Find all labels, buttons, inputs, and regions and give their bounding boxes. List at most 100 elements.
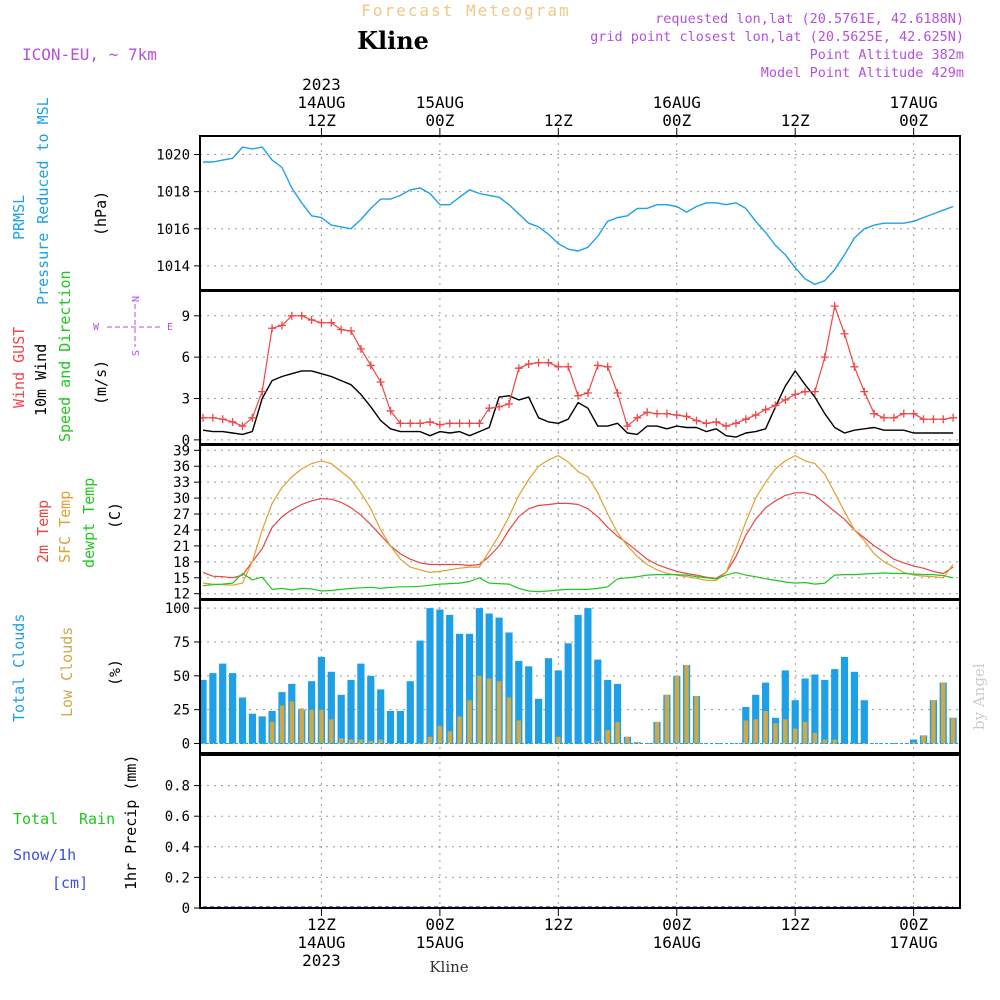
low-clouds-bar — [950, 717, 956, 744]
wind-gust-marker — [396, 419, 405, 428]
y-tick-label: 6 — [182, 350, 190, 366]
total-clouds-bar — [386, 711, 395, 744]
total-clouds-bar — [564, 643, 572, 744]
panel-frame-temperature — [199, 444, 961, 600]
total-clouds-bar — [781, 670, 789, 744]
total-clouds-bar — [821, 679, 829, 744]
clouds-panel-labels: Total Clouds Low Clouds (%) — [10, 614, 124, 722]
x-label-bottom: 15AUG — [416, 933, 464, 952]
x-label-top: 2023 — [302, 75, 341, 94]
low-clouds-bar — [931, 700, 936, 744]
wind-gust-label: Wind GUST — [10, 327, 28, 408]
y-tick-label: 12 — [173, 587, 190, 603]
snow-label: Snow/1h — [13, 846, 76, 864]
wind-gust-marker — [208, 413, 217, 422]
y-tick-label: 0 — [182, 901, 190, 917]
wind-compass: N S W E — [93, 296, 173, 356]
panel-frames — [194, 128, 961, 916]
y-tick-label: 0.8 — [165, 779, 190, 795]
total-clouds-bar — [357, 663, 365, 744]
total-clouds-bar — [791, 700, 799, 744]
low-clouds-bar — [358, 739, 364, 744]
x-label-top: 12Z — [544, 111, 573, 130]
total-clouds-bar — [317, 656, 325, 744]
wind-gust-marker — [228, 417, 237, 426]
total-clouds-bar — [199, 679, 207, 744]
wind-speed-line — [202, 370, 954, 438]
wind-gust-marker — [495, 402, 504, 411]
low-clouds-bar — [921, 735, 926, 744]
wind-gust-marker — [712, 417, 721, 426]
low-clouds-bar — [822, 739, 827, 744]
wind-gust-marker — [248, 413, 257, 422]
panel-frame-clouds — [199, 599, 961, 754]
wind-gust-marker — [899, 409, 908, 418]
wind-gust-marker — [731, 419, 740, 428]
wind-gust-marker — [830, 302, 839, 311]
wind-gust-marker — [347, 326, 356, 335]
grid-point-coordinates: grid point closest lon,lat (20.5625E, 42… — [590, 29, 964, 45]
low-clouds-bar — [625, 736, 630, 744]
wind-gust-marker — [741, 415, 750, 424]
wind-gust-marker — [317, 318, 326, 327]
wind-gust-marker — [623, 422, 632, 431]
wind-gust-marker — [643, 408, 652, 417]
total-rain-label-rain: Rain — [79, 810, 115, 828]
total-clouds-bar — [594, 659, 602, 744]
wind-direction-label: Speed and Direction — [56, 270, 74, 442]
temp-2m-label: 2m Temp — [34, 500, 52, 563]
low-clouds-bar — [605, 730, 610, 744]
wind-10m-label: 10m Wind — [32, 344, 50, 416]
panel-frame-precipitation — [199, 754, 961, 909]
total-clouds-bar — [544, 658, 553, 744]
wind-gust-marker — [919, 415, 928, 424]
x-label-top: 14AUG — [297, 93, 345, 112]
wind-gust-marker — [544, 358, 553, 367]
low-clouds-bar — [664, 694, 670, 744]
low-clouds-bar — [447, 731, 452, 744]
wind-gust-marker — [465, 419, 474, 428]
wind-gust-marker — [218, 415, 227, 424]
wind-gust-marker — [327, 318, 336, 327]
total-clouds-bar — [377, 689, 385, 744]
low-clouds-bar — [289, 701, 294, 744]
total-clouds-bar — [604, 679, 612, 744]
low-clouds-bar — [694, 696, 699, 744]
total-clouds-bar — [831, 669, 839, 744]
low-clouds-bar — [269, 721, 275, 744]
wind-gust-marker — [889, 413, 898, 422]
wind-gust-marker — [534, 358, 543, 367]
low-clouds-bar — [654, 721, 660, 744]
total-clouds-bar — [406, 681, 414, 744]
temp-dewpt-label: dewpt Temp — [80, 478, 98, 568]
y-tick-label: 36 — [173, 459, 190, 475]
compass-east: E — [167, 322, 173, 333]
compass-south: S — [131, 350, 142, 356]
precip-axis-label: 1hr Precip (mm) — [122, 755, 140, 890]
low-clouds-bar — [911, 742, 916, 744]
low-clouds-bar — [319, 709, 324, 744]
low-clouds-bar — [941, 682, 946, 744]
y-tick-label: 75 — [173, 635, 190, 651]
pressure-label-prmsl: PRMSL — [10, 195, 28, 240]
wind-gust-marker — [653, 409, 662, 418]
wind-gust-marker — [751, 411, 760, 420]
wind-gust-marker — [356, 344, 365, 353]
wind-gust-marker — [949, 413, 958, 422]
low-clouds-bar — [635, 742, 640, 744]
wind-gust-marker — [929, 415, 938, 424]
x-label-bottom: 12Z — [544, 915, 573, 934]
total-clouds-bar — [613, 683, 622, 744]
low-clouds-bar — [783, 719, 788, 744]
wind-gust-marker — [613, 389, 622, 397]
wind-gust-marker — [366, 361, 375, 370]
wind-gust-marker — [810, 387, 819, 396]
wind-gust-marker — [485, 404, 494, 413]
y-tick-label: 0.6 — [165, 809, 190, 825]
low-clouds-bar — [516, 720, 521, 744]
low-clouds-bar — [832, 739, 837, 744]
wind-gust-marker — [238, 422, 247, 431]
panel-frame-wind — [199, 290, 961, 445]
total-rain-label-total: Total — [13, 810, 58, 828]
y-tick-label: 1014 — [156, 259, 190, 275]
